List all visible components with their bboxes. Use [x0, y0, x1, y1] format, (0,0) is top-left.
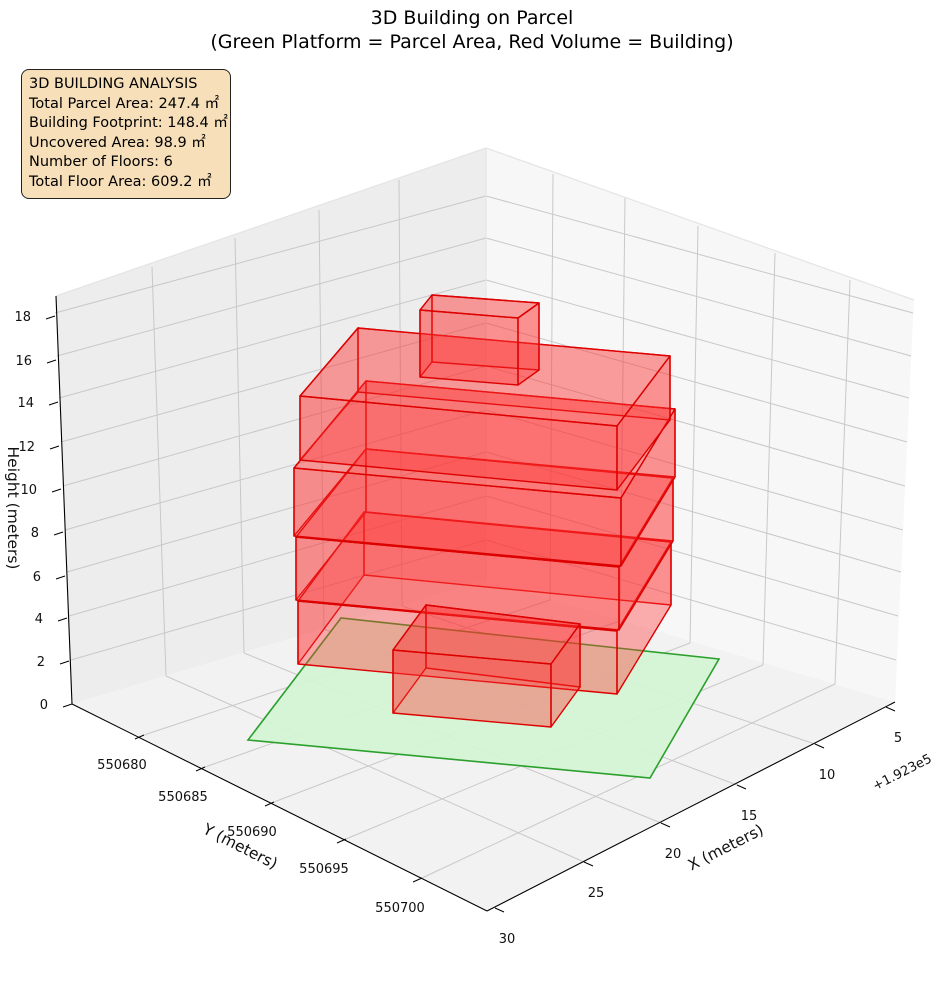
parcel-platform: [246, 617, 721, 779]
x-tick-mark: [736, 784, 747, 790]
building-volume: [293, 294, 676, 728]
y-tick-label: 550685: [158, 790, 208, 805]
x-axis-ticks: 5 10 15 20 25 30: [494, 706, 902, 947]
z-axis-label: Height (meters): [4, 447, 22, 570]
z-tick-label: 18: [14, 310, 31, 325]
info-line-footprint: Building Footprint: 148.4 ㎡: [29, 115, 228, 131]
x-tick-mark: [814, 743, 825, 749]
z-tick-label: 4: [35, 612, 43, 627]
z-tick-label: 2: [37, 655, 45, 670]
z-tick-label: 10: [20, 483, 37, 498]
x-tick-label: 15: [741, 809, 758, 824]
info-line-floors: Number of Floors: 6: [29, 154, 173, 170]
x-tick-label: 10: [819, 768, 836, 783]
z-tick-mark: [49, 445, 60, 450]
parcel-polygon: [246, 617, 721, 779]
chart-title-line1: 3D Building on Parcel: [370, 7, 574, 29]
y-tick-mark: [195, 766, 206, 772]
z-tick-label: 14: [17, 396, 34, 411]
axis-lines: [55, 295, 896, 912]
z-tick-mark: [62, 703, 73, 708]
z-tick-mark: [55, 575, 66, 580]
info-line-parcel-area: Total Parcel Area: 247.4 ㎡: [29, 95, 220, 112]
y-tick-mark: [412, 877, 423, 883]
y-tick-label: 550690: [227, 825, 277, 840]
building-top-face: [392, 604, 581, 665]
x-axis-offset: +1.923e5: [870, 752, 934, 795]
z-tick-label: 8: [31, 526, 39, 541]
x-tick-label: 20: [665, 847, 682, 862]
y-tick-mark: [264, 801, 275, 807]
building-top-face: [419, 294, 540, 319]
x-tick-mark: [494, 907, 505, 913]
z-tick-mark: [51, 488, 62, 493]
pane-edges: [55, 147, 915, 580]
z-tick-label: 6: [33, 570, 41, 585]
x-tick-label: 25: [588, 886, 605, 901]
info-heading: 3D BUILDING ANALYSIS: [29, 76, 198, 92]
info-line-floor-area: Total Floor Area: 609.2 ㎡: [29, 173, 212, 190]
x-tick-mark: [660, 822, 671, 828]
z-tick-mark: [46, 359, 57, 364]
chart-title: 3D Building on Parcel (Green Platform = …: [0, 6, 944, 54]
z-axis-ticks: 0 2 4 6 8 10 12 14 16 18: [14, 310, 73, 713]
building-analysis-box: 3D BUILDING ANALYSIS Total Parcel Area: …: [21, 69, 231, 199]
y-tick-mark: [336, 838, 347, 844]
z-tick-label: 12: [18, 440, 35, 455]
z-tick-mark: [45, 315, 56, 320]
x-tick-label: 30: [499, 932, 516, 947]
z-tick-mark: [53, 531, 64, 536]
left-pane: [56, 148, 486, 704]
building-top-face: [299, 327, 671, 427]
y-axis-ticks: 550680 550685 550690 550695 550700: [97, 734, 425, 916]
z-tick-label: 0: [40, 698, 48, 713]
z-tick-label: 16: [15, 354, 32, 369]
z-tick-mark: [59, 660, 70, 665]
z-tick-mark: [57, 617, 68, 622]
building-top-face: [295, 448, 674, 568]
y-tick-label: 550700: [375, 901, 425, 916]
x-axis-label: X (meters): [685, 821, 767, 874]
z-tick-mark: [48, 401, 59, 406]
chart-title-line2: (Green Platform = Parcel Area, Red Volum…: [210, 31, 734, 53]
x-tick-mark: [885, 706, 896, 712]
y-tick-label: 550680: [97, 758, 147, 773]
y-tick-mark: [134, 734, 145, 740]
building-front-left-face: [419, 309, 519, 386]
x-tick-label: 5: [894, 731, 902, 746]
x-tick-mark: [583, 861, 594, 867]
y-tick-label: 550695: [299, 862, 349, 877]
info-line-uncovered: Uncovered Area: 98.9 ㎡: [29, 134, 206, 151]
